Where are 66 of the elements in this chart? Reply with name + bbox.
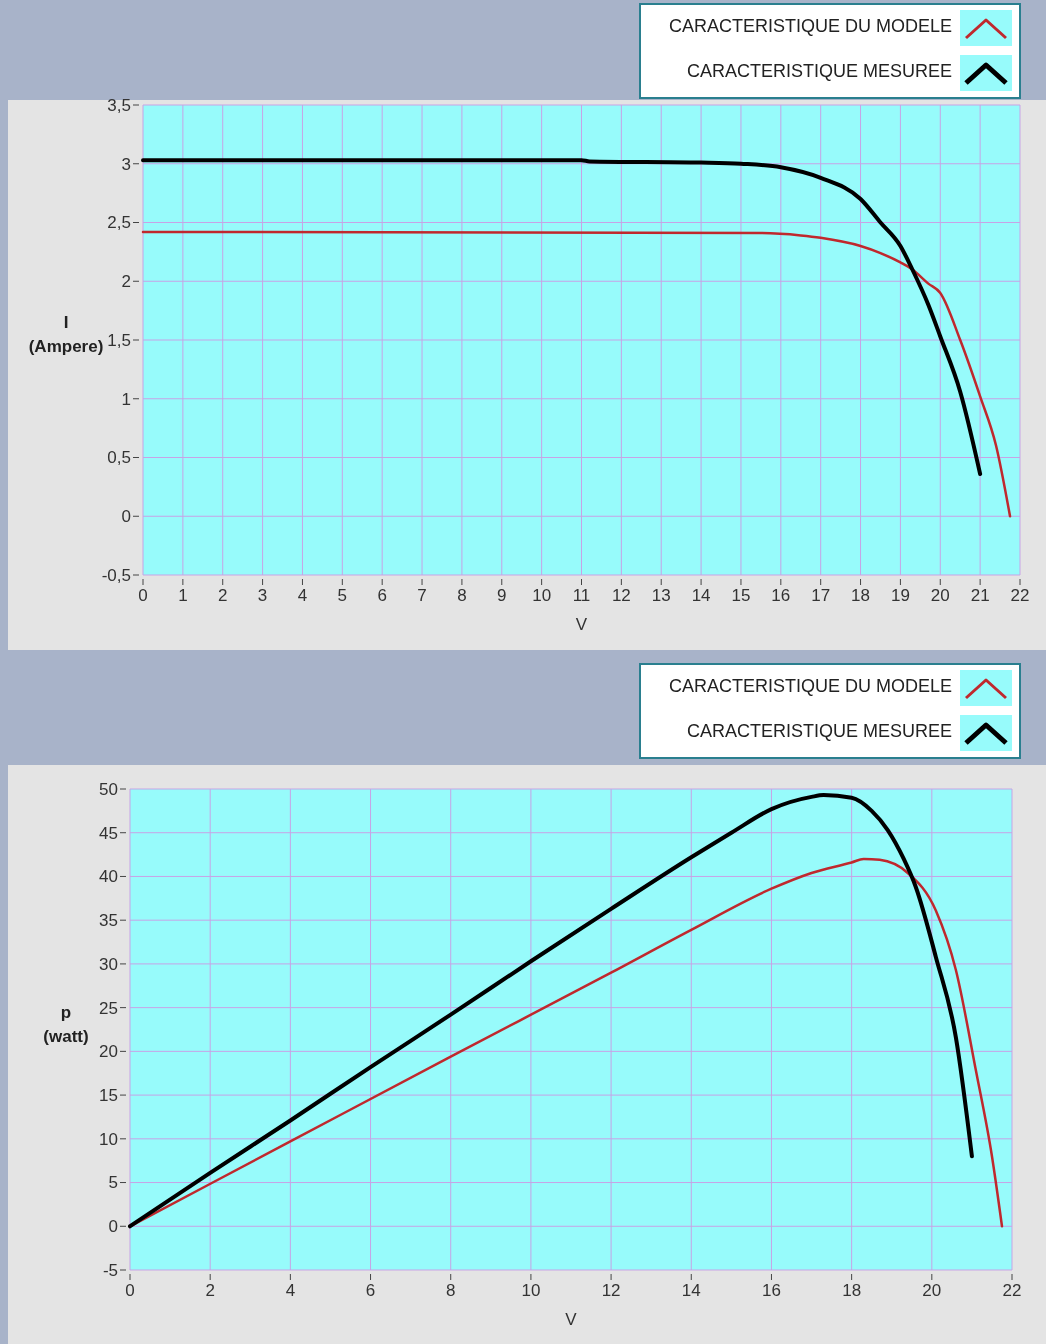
y-tick-label: 0 [121,507,131,527]
x-tick-label: 11 [572,586,591,605]
y-axis-title: p (watt) [43,1002,89,1046]
x-tick-label: 13 [651,586,671,605]
y-tick-label: 1 [121,389,131,409]
y-tick-label: 40 [99,867,118,887]
x-tick-label: 6 [365,1281,376,1300]
x-tick-label: 20 [922,1281,942,1300]
x-tick-label: 18 [851,586,871,605]
x-tick-label: 3 [257,586,268,605]
y-tick-label: 25 [99,998,118,1018]
x-tick-label: 10 [521,1281,541,1300]
x-tick-label: 16 [761,1281,781,1300]
x-tick-label: 15 [731,586,751,605]
y-tick-label: 3,5 [107,95,131,115]
x-tick-label: 6 [377,586,387,605]
x-tick-label: 14 [691,586,711,605]
x-tick-label: 20 [930,586,950,605]
x-tick-label: 8 [457,586,467,605]
y-tick-label: 45 [99,823,118,843]
x-tick-label: 8 [445,1281,456,1300]
x-tick-label: 16 [771,586,791,605]
x-tick-label: 4 [297,586,308,605]
y-tick-label: 20 [99,1042,118,1062]
x-tick-label: 1 [178,586,188,605]
y-tick-label: -0,5 [101,565,131,585]
x-tick-label: 9 [497,586,507,605]
x-tick-label: 22 [1002,1281,1022,1300]
y-tick-label: 2,5 [107,213,131,233]
x-tick-label: 17 [811,586,831,605]
x-axis-title: V [575,615,588,634]
legend-label: CARACTERISTIQUE MESUREE [686,61,952,81]
x-tick-label: 21 [970,586,990,605]
y-tick-label: 3 [121,154,131,174]
y-tick-label: 0,5 [107,448,131,468]
x-axis-title: V [565,1310,578,1329]
x-tick-label: 5 [337,586,348,605]
x-tick-label: 12 [601,1281,621,1300]
y-tick-label: 15 [99,1086,118,1106]
legend-label: CARACTERISTIQUE DU MODELE [668,16,952,36]
y-tick-label: 2 [121,272,131,292]
legend-label: CARACTERISTIQUE DU MODELE [668,676,952,696]
y-axis-title: I (Ampere) [28,313,104,356]
x-tick-label: 2 [205,1281,215,1300]
y-tick-label: 5 [108,1173,118,1193]
y-tick-label: 1,5 [107,330,131,350]
x-tick-label: 22 [1010,586,1030,605]
x-tick-label: 19 [890,586,910,605]
line-series [141,158,983,476]
y-tick-label: 30 [99,954,118,974]
x-tick-label: 0 [138,586,148,605]
x-tick-label: 12 [611,586,631,605]
y-tick-label: 10 [99,1129,118,1149]
x-tick-label: 4 [285,1281,296,1300]
line-series [128,793,974,1229]
y-tick-label: -5 [102,1260,118,1280]
x-tick-label: 14 [681,1281,701,1300]
y-tick-label: 35 [99,911,118,931]
y-tick-label: 50 [99,779,118,799]
x-tick-label: 18 [842,1281,862,1300]
x-tick-label: 7 [417,586,427,605]
x-tick-label: 2 [217,586,228,605]
x-tick-label: 10 [532,586,552,605]
y-tick-label: 0 [108,1217,118,1237]
legend-label: CARACTERISTIQUE MESUREE [686,721,952,741]
line-series [141,230,1012,518]
